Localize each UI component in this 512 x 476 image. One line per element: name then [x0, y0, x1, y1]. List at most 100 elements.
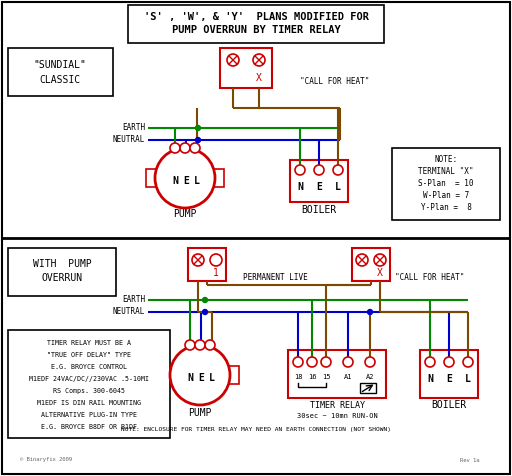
Circle shape: [203, 298, 207, 303]
Circle shape: [196, 138, 201, 142]
Text: RS Comps. 300-6045: RS Comps. 300-6045: [53, 388, 125, 394]
Circle shape: [196, 126, 201, 130]
Circle shape: [205, 340, 215, 350]
Circle shape: [368, 309, 373, 315]
Circle shape: [155, 148, 215, 208]
Circle shape: [293, 357, 303, 367]
Text: BOILER: BOILER: [302, 205, 336, 215]
Text: E: E: [446, 374, 452, 384]
Circle shape: [425, 357, 435, 367]
Text: Y-Plan =  8: Y-Plan = 8: [420, 204, 472, 212]
Circle shape: [192, 254, 204, 266]
Text: "CALL FOR HEAT": "CALL FOR HEAT": [395, 274, 464, 282]
Text: W-Plan = 7: W-Plan = 7: [423, 191, 469, 200]
Bar: [290, 160, 348, 202]
Bar: [360, 383, 376, 393]
Text: © Binaryfix 2009: © Binaryfix 2009: [20, 457, 72, 463]
Bar: [128, 5, 384, 43]
Circle shape: [253, 54, 265, 66]
Text: NOTE:: NOTE:: [435, 156, 458, 165]
Text: PUMP: PUMP: [173, 209, 197, 219]
Text: N: N: [187, 373, 193, 383]
Bar: [352, 248, 390, 281]
Circle shape: [321, 357, 331, 367]
Text: E.G. BROYCE B8DF OR B1DF: E.G. BROYCE B8DF OR B1DF: [41, 424, 137, 430]
Circle shape: [190, 143, 200, 153]
Text: EARTH: EARTH: [122, 296, 145, 305]
Circle shape: [210, 254, 222, 266]
Circle shape: [444, 357, 454, 367]
Text: Rev 1a: Rev 1a: [460, 457, 480, 463]
Circle shape: [170, 143, 180, 153]
Text: A1: A1: [344, 374, 352, 380]
Circle shape: [295, 165, 305, 175]
Circle shape: [343, 357, 353, 367]
Bar: [161, 366, 172, 384]
Text: EARTH: EARTH: [122, 123, 145, 132]
Text: 30sec ~ 10mn RUN-ON: 30sec ~ 10mn RUN-ON: [296, 413, 377, 419]
Bar: [392, 148, 500, 220]
Circle shape: [203, 309, 207, 315]
Text: "TRUE OFF DELAY" TYPE: "TRUE OFF DELAY" TYPE: [47, 352, 131, 358]
Text: E: E: [183, 176, 189, 186]
Text: M1EDF IS DIN RAIL MOUNTING: M1EDF IS DIN RAIL MOUNTING: [37, 400, 141, 406]
Text: ALTERNATIVE PLUG-IN TYPE: ALTERNATIVE PLUG-IN TYPE: [41, 412, 137, 418]
Text: NEUTRAL: NEUTRAL: [113, 136, 145, 145]
Text: 15: 15: [322, 374, 330, 380]
Circle shape: [185, 340, 195, 350]
Bar: [8, 48, 113, 96]
Text: L: L: [465, 374, 471, 384]
Bar: [8, 248, 116, 296]
Text: NOTE: ENCLOSURE FOR TIMER RELAY MAY NEED AN EARTH CONNECTION (NOT SHOWN): NOTE: ENCLOSURE FOR TIMER RELAY MAY NEED…: [121, 427, 391, 433]
Text: PERMANENT LIVE: PERMANENT LIVE: [243, 274, 307, 282]
Bar: [146, 169, 157, 187]
Bar: [188, 248, 226, 281]
Circle shape: [170, 345, 230, 405]
Text: E: E: [198, 373, 204, 383]
Circle shape: [356, 254, 368, 266]
Text: 16: 16: [308, 374, 316, 380]
Text: E: E: [316, 182, 322, 192]
Circle shape: [463, 357, 473, 367]
Text: M1EDF 24VAC/DC//230VAC .5-10MI: M1EDF 24VAC/DC//230VAC .5-10MI: [29, 376, 149, 382]
Text: N: N: [172, 176, 178, 186]
Text: S-Plan  = 10: S-Plan = 10: [418, 179, 474, 188]
Text: TERMINAL "X": TERMINAL "X": [418, 168, 474, 177]
Text: 1: 1: [213, 268, 219, 278]
Bar: [213, 169, 224, 187]
Text: PUMP OVERRUN BY TIMER RELAY: PUMP OVERRUN BY TIMER RELAY: [172, 25, 340, 35]
Text: "SUNDIAL": "SUNDIAL": [34, 60, 87, 70]
Text: TIMER RELAY: TIMER RELAY: [309, 400, 365, 409]
Circle shape: [195, 340, 205, 350]
Text: 'S' , 'W', & 'Y'  PLANS MODIFIED FOR: 'S' , 'W', & 'Y' PLANS MODIFIED FOR: [143, 12, 369, 22]
Text: E.G. BROYCE CONTROL: E.G. BROYCE CONTROL: [51, 364, 127, 370]
Bar: [288, 350, 386, 398]
Text: 18: 18: [294, 374, 302, 380]
Circle shape: [307, 357, 317, 367]
Text: PUMP: PUMP: [188, 408, 212, 418]
Text: X: X: [256, 73, 262, 83]
Bar: [228, 366, 239, 384]
Bar: [8, 330, 170, 438]
Text: L: L: [335, 182, 341, 192]
Text: TIMER RELAY MUST BE A: TIMER RELAY MUST BE A: [47, 340, 131, 346]
Circle shape: [314, 165, 324, 175]
Circle shape: [333, 165, 343, 175]
Circle shape: [374, 254, 386, 266]
Bar: [220, 48, 272, 88]
Text: N: N: [427, 374, 433, 384]
Circle shape: [365, 357, 375, 367]
Text: WITH  PUMP: WITH PUMP: [33, 259, 91, 269]
Circle shape: [227, 54, 239, 66]
Circle shape: [180, 143, 190, 153]
Text: "CALL FOR HEAT": "CALL FOR HEAT": [300, 78, 369, 87]
Text: OVERRUN: OVERRUN: [41, 273, 82, 283]
Text: NEUTRAL: NEUTRAL: [113, 307, 145, 317]
Text: X: X: [377, 268, 383, 278]
Text: CLASSIC: CLASSIC: [39, 75, 80, 85]
Bar: [420, 350, 478, 398]
Text: BOILER: BOILER: [432, 400, 466, 410]
Text: L: L: [194, 176, 200, 186]
Text: L: L: [209, 373, 215, 383]
Text: N: N: [297, 182, 303, 192]
